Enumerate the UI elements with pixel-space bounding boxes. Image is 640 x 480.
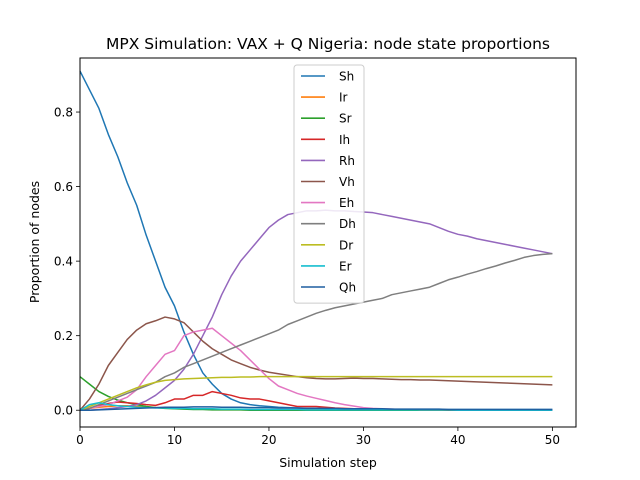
legend-label-sh: Sh (339, 70, 354, 84)
legend-label-eh: Eh (339, 196, 354, 210)
chart-title: MPX Simulation: VAX + Q Nigeria: node st… (106, 35, 550, 53)
series-line-qh (80, 406, 553, 411)
legend-label-qh: Qh (339, 281, 356, 295)
plot-frame (79, 57, 577, 428)
y-tick-label: 0.6 (54, 180, 73, 194)
legend-label-er: Er (339, 259, 352, 273)
series-line-dh (79, 252, 553, 411)
series-line-vh (79, 316, 553, 411)
y-axis: 0.0 0.2 0.4 0.6 0.8 (54, 106, 80, 418)
y-tick-label: 0.8 (54, 106, 73, 120)
x-tick-label: 40 (450, 433, 465, 447)
y-tick-label: 0.0 (54, 404, 73, 418)
series-lines (79, 70, 553, 411)
y-tick-label: 0.4 (54, 255, 73, 269)
legend-label-dr: Dr (339, 238, 353, 252)
x-tick-label: 0 (76, 433, 84, 447)
legend-label-vh: Vh (339, 175, 355, 189)
y-axis-label: Proportion of nodes (27, 181, 42, 303)
legend-label-ih: Ih (339, 133, 350, 147)
legend-label-sr: Sr (339, 112, 352, 126)
x-tick-label: 20 (261, 433, 276, 447)
legend-label-rh: Rh (339, 154, 355, 168)
x-tick-label: 10 (167, 433, 182, 447)
legend-label-ir: Ir (339, 91, 348, 105)
x-axis: 0 10 20 30 40 50 (76, 427, 560, 447)
legend: Sh Ir Sr Ih Rh Vh Eh Dh Dr Er Qh (293, 64, 365, 304)
legend-box (293, 64, 365, 304)
series-line-dr (79, 375, 553, 411)
y-tick-label: 0.2 (54, 329, 73, 343)
x-tick-label: 30 (356, 433, 371, 447)
legend-label-dh: Dh (339, 217, 356, 231)
x-axis-label: Simulation step (279, 455, 377, 470)
x-tick-label: 50 (545, 433, 560, 447)
